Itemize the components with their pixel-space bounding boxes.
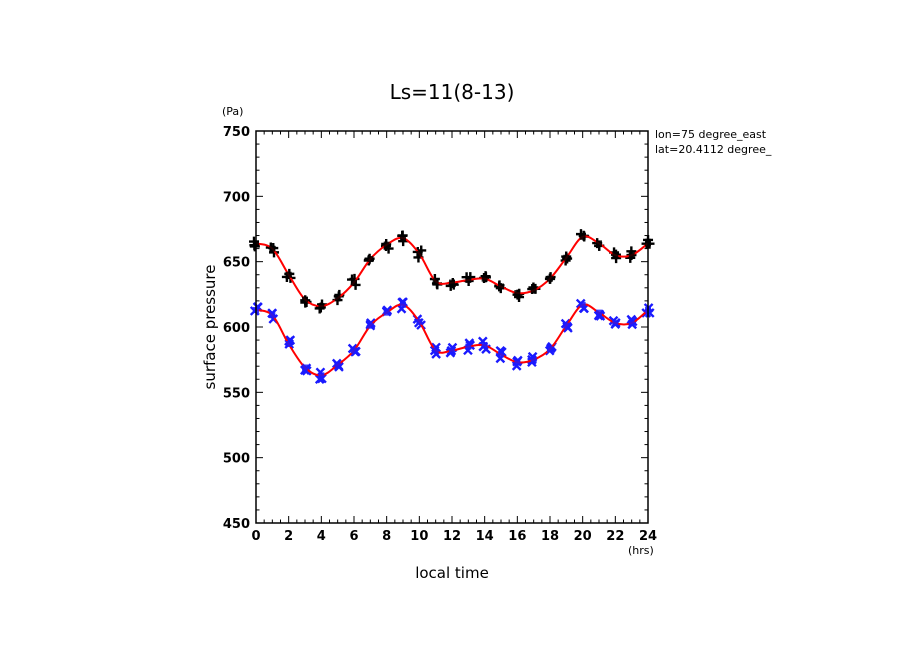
data-point [351,347,357,354]
x-tick-label: 22 [606,529,624,544]
data-point [302,364,308,371]
data-point [285,271,292,278]
y-tick-label: 500 [223,452,250,467]
data-point [367,256,374,263]
x-tick-label: 6 [349,529,358,544]
data-point [563,254,570,261]
x-tick-label: 24 [639,529,657,544]
y-unit-label: (Pa) [222,105,243,118]
y-tick-label: 450 [223,517,250,532]
data-point [269,245,276,252]
x-tick-label: 18 [541,529,559,544]
data-point [547,275,553,282]
data-point [530,287,537,294]
plot-frame [255,130,649,524]
x-tick-label: 8 [382,529,391,544]
data-point [318,303,325,310]
data-point [563,322,570,329]
data-point [514,290,521,297]
data-point [596,240,602,247]
x-axis-label: local time [415,564,489,582]
data-point [612,252,619,259]
y-tick-label: 750 [223,125,250,140]
data-point [318,372,325,379]
data-point [514,359,521,366]
data-point [547,346,553,353]
y-axis-label: surface pressure [201,265,219,390]
x-tick-label: 4 [317,529,326,544]
data-point [285,340,292,347]
x-tick-label: 12 [443,529,461,544]
y-tick-label: 600 [223,321,250,336]
data-point [530,356,537,363]
x-tick-label: 10 [410,529,428,544]
data-point [351,279,357,286]
x-tick-label: 0 [251,529,260,544]
data-point [334,361,341,368]
series-1 [249,297,655,385]
data-point [432,278,439,285]
data-point [449,347,455,354]
series-layer [249,229,655,385]
data-point [579,233,586,240]
data-point [400,301,406,308]
data-point [383,241,390,248]
axis-ticks: 0 2 4 6 8 10 12 14 16 18 20 22 244505005506006507007… [223,125,657,544]
data-point [302,296,308,303]
x-unit-label: (hrs) [628,544,654,557]
data-point [400,235,406,242]
data-point [269,312,276,319]
data-point [579,301,586,308]
data-point [628,252,635,259]
y-tick-label: 550 [223,386,250,401]
y-tick-label: 700 [223,190,250,205]
fit-curve [255,303,649,377]
fit-curve [255,235,649,308]
latitude-annotation: lat=20.4112 degree_ [655,143,772,156]
chart-title: Ls=11(8-13) [390,80,515,104]
data-point [596,309,602,316]
longitude-annotation: lon=75 degree_east [655,128,767,141]
data-point [416,250,423,257]
x-tick-label: 14 [476,529,494,544]
data-point [628,320,635,327]
data-point [432,347,439,354]
data-point [498,351,504,358]
series-0 [249,229,655,314]
data-point [481,275,488,282]
data-point [612,320,619,327]
x-tick-label: 20 [574,529,592,544]
data-point [416,318,423,325]
y-tick-label: 650 [223,256,250,271]
data-point [465,343,472,350]
data-point [465,276,472,283]
data-point [481,342,488,349]
x-tick-label: 16 [508,529,526,544]
x-tick-label: 2 [284,529,293,544]
data-point [367,322,374,329]
data-point [498,283,504,290]
data-point [383,309,390,316]
data-point [449,279,455,286]
data-point [334,295,341,302]
